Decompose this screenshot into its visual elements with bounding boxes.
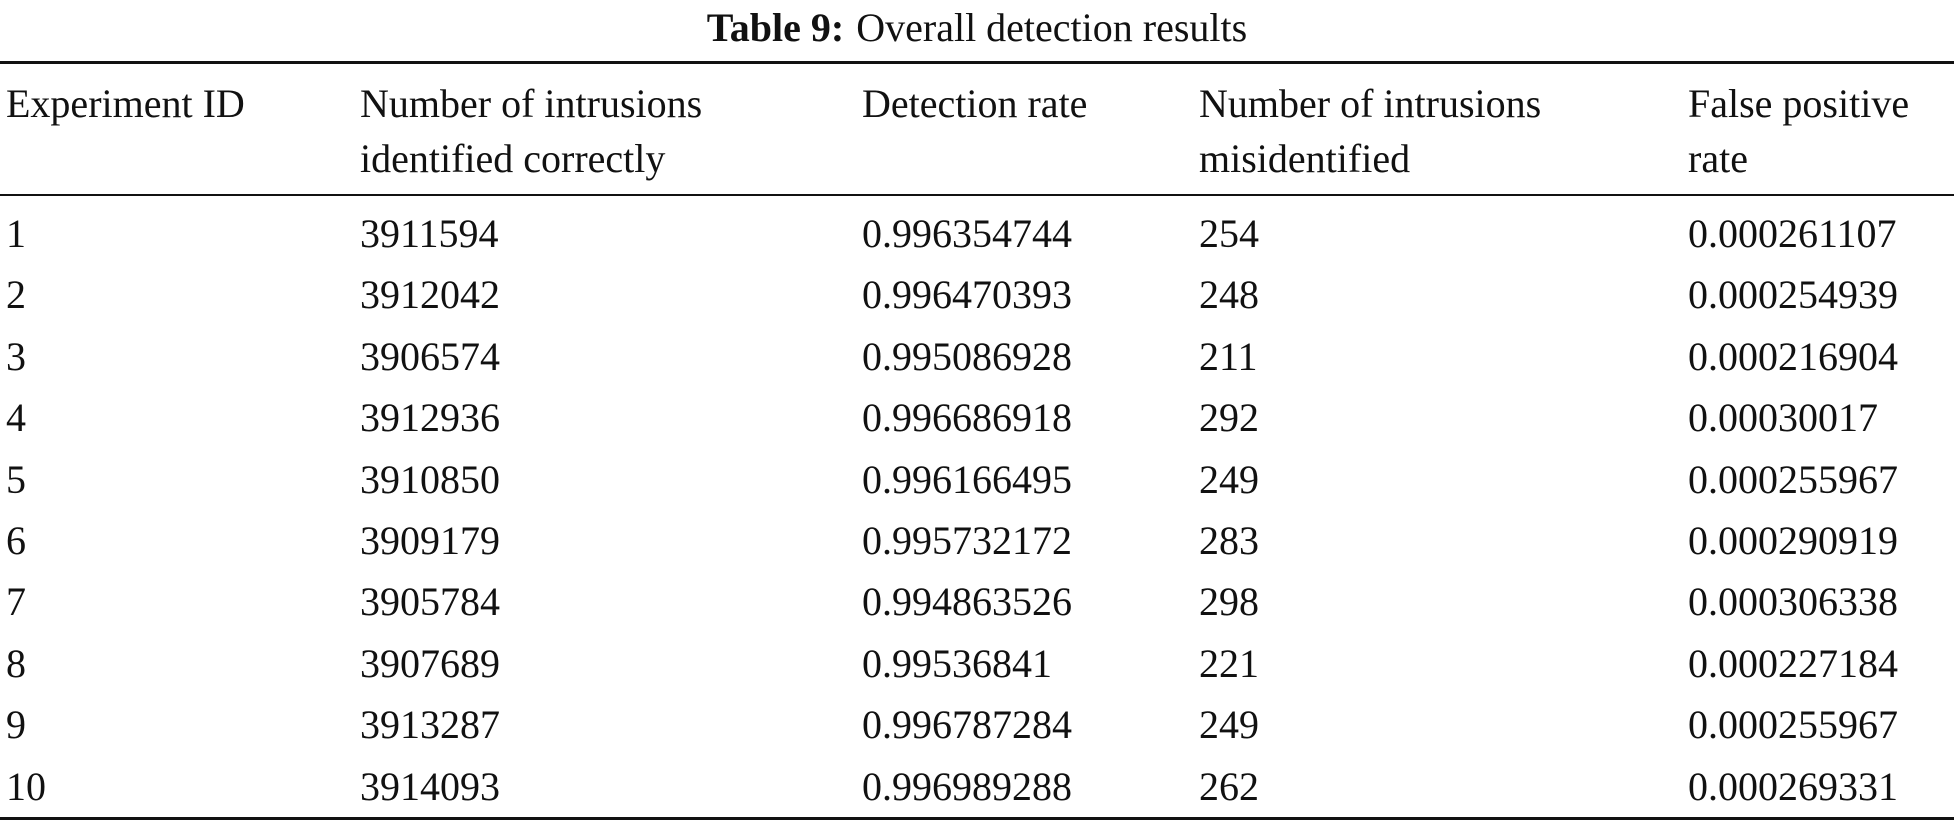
table-cell: 0.996166495 [862, 456, 1072, 502]
table-cell: 10 [6, 763, 46, 809]
table-cell: 0.994863526 [862, 579, 1072, 625]
table-cell: 9 [6, 702, 26, 748]
table-cell: 3906574 [360, 333, 500, 379]
header-rule [0, 194, 1954, 196]
table-cell: 248 [1199, 272, 1259, 318]
table-cell: 0.996989288 [862, 763, 1072, 809]
header-cell: Experiment ID [6, 81, 245, 126]
table-cell: 0.000269331 [1688, 763, 1898, 809]
table-cell: 3911594 [360, 211, 499, 256]
table-cell: 7 [6, 579, 26, 625]
table-cell: 4 [6, 395, 26, 441]
table-cell: 3912042 [360, 272, 500, 318]
caption-label: Table 9: [706, 5, 845, 50]
table-cell: 5 [6, 456, 26, 502]
header-cell: misidentified [1199, 136, 1411, 181]
table-cell: 0.000254939 [1688, 272, 1898, 318]
table-cell: 1 [6, 211, 26, 256]
header-cell: rate [1688, 136, 1748, 181]
header-cell: False positive [1688, 81, 1910, 126]
table-cell: 3912936 [360, 395, 500, 441]
header-cell: Detection rate [862, 81, 1088, 126]
table-cell: 0.996470393 [862, 272, 1072, 318]
table-cell: 249 [1199, 456, 1259, 502]
table-cell: 0.996354744 [862, 211, 1072, 256]
table-cell: 0.000255967 [1688, 702, 1898, 748]
table-cell: 3907689 [360, 640, 500, 686]
table-cell: 0.000261107 [1688, 211, 1897, 256]
table-cell: 3905784 [360, 579, 500, 625]
table-cell: 3914093 [360, 763, 500, 809]
table-cell: 3913287 [360, 702, 500, 748]
table-cell: 2 [6, 272, 26, 318]
table-cell: 8 [6, 640, 26, 686]
table-cell: 3909179 [360, 518, 500, 563]
table-cell: 0.995086928 [862, 333, 1072, 379]
caption-title: Overall detection results [856, 5, 1248, 50]
table-cell: 0.000306338 [1688, 579, 1898, 625]
table-cell: 262 [1199, 763, 1259, 809]
table-cell: 6 [6, 518, 26, 563]
table-cell: 0.000227184 [1688, 640, 1898, 686]
table-cell: 254 [1199, 211, 1259, 256]
table-cell: 221 [1199, 640, 1259, 686]
table-cell: 0.996787284 [862, 702, 1072, 748]
header-cell: Number of intrusions [1199, 81, 1542, 126]
table-cell: 0.000290919 [1688, 518, 1898, 563]
table-cell: 298 [1199, 579, 1259, 625]
header-cell: Number of intrusions [360, 81, 703, 126]
table-cell: 283 [1199, 518, 1259, 563]
table-cell: 0.995732172 [862, 518, 1072, 563]
table-cell: 0.996686918 [862, 395, 1072, 441]
table-cell: 3910850 [360, 456, 500, 502]
table-cell: 0.00030017 [1688, 395, 1878, 441]
bottom-rule [0, 817, 1954, 820]
table-caption: Table 9: Overall detection results [0, 4, 1954, 51]
header-cell: identified correctly [360, 136, 666, 181]
table-cell: 292 [1199, 395, 1259, 441]
table-cell: 249 [1199, 702, 1259, 748]
table-cell: 0.99536841 [862, 640, 1052, 686]
table-cell: 0.000255967 [1688, 456, 1898, 502]
table-cell: 3 [6, 333, 26, 379]
table-cell: 0.000216904 [1688, 333, 1898, 379]
table-cell: 211 [1199, 333, 1258, 379]
top-rule [0, 61, 1954, 64]
